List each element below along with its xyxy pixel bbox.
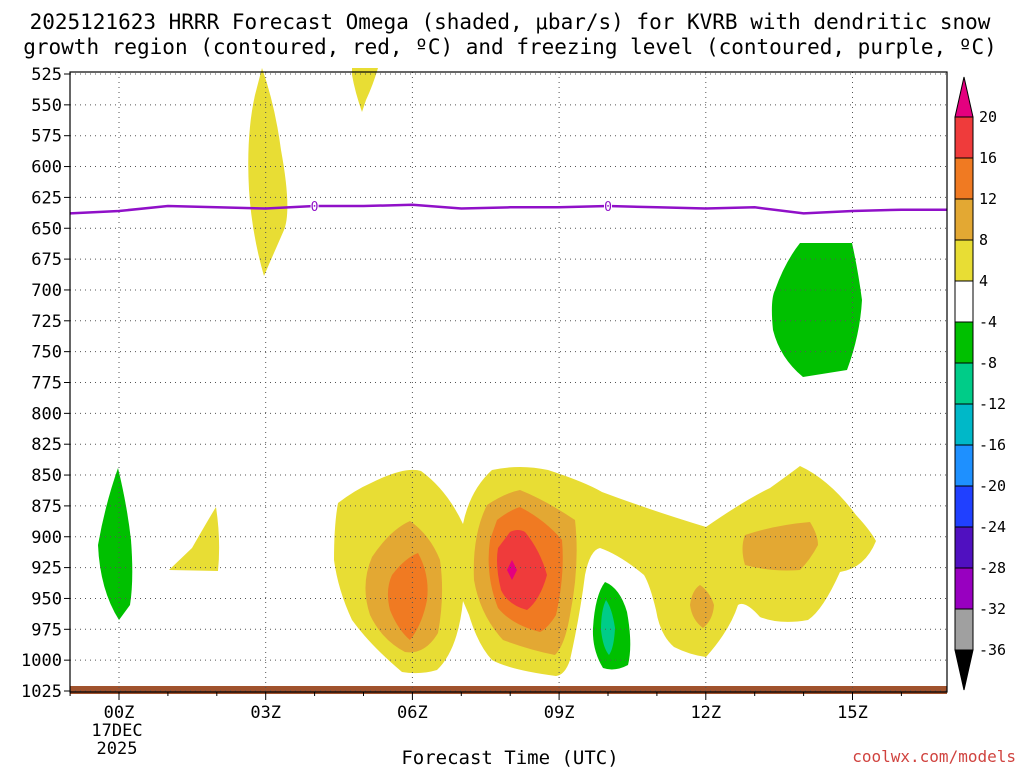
freezing-level-label: 0	[604, 200, 612, 215]
omega-region-negative-lower-left	[98, 468, 133, 620]
x-tick-label: 06Z	[397, 703, 428, 723]
x-tick-label: 15Z	[837, 703, 868, 723]
colorbar-segment	[954, 403, 974, 446]
x-tick-label: 12Z	[690, 703, 721, 723]
x-axis: 00Z 03Z 06Z 09Z 12Z 15Z	[69, 692, 902, 723]
x-date-line2: 2025	[97, 739, 138, 759]
y-tick-label: 550	[31, 96, 62, 116]
omega-region-lower-main	[334, 466, 876, 676]
y-axis: 525 550 575 600 625 650 675 700 725 750 775 800 825 8…	[21, 65, 70, 702]
chart-title-line2: growth region (contoured, red, ºC) and f…	[23, 35, 997, 59]
colorbar-label: 8	[979, 231, 988, 249]
y-tick-label: 625	[31, 188, 62, 208]
omega-region-orange-06z	[387, 553, 428, 640]
colorbar-arrow-top	[954, 76, 974, 118]
y-tick-label: 700	[31, 281, 62, 301]
y-tick-label: 775	[31, 374, 62, 394]
omega-shading	[98, 68, 876, 676]
freezing-label-bg	[310, 199, 319, 213]
grid-lines	[70, 72, 947, 692]
x-tick-label: 09Z	[544, 703, 575, 723]
colorbar-arrow-bottom	[954, 649, 974, 691]
y-tick-label: 725	[31, 312, 62, 332]
colorbar-label: -32	[979, 600, 1006, 618]
colorbar-segment	[954, 157, 974, 200]
colorbar-segment	[954, 280, 974, 323]
y-tick-label: 650	[31, 219, 62, 239]
y-tick-label: 950	[31, 589, 62, 609]
colorbar-label: -28	[979, 559, 1006, 577]
y-tick-label: 1025	[21, 682, 62, 702]
colorbar-label: -24	[979, 518, 1006, 536]
colorbar-label: 4	[979, 272, 988, 290]
y-tick-label: 800	[31, 404, 62, 424]
credit-text: coolwx.com/models	[852, 747, 1016, 766]
x-axis-title: Forecast Time (UTC)	[401, 747, 618, 768]
freezing-label-bg	[604, 199, 612, 213]
y-tick-label: 925	[31, 559, 62, 579]
y-tick-label: 975	[31, 620, 62, 640]
colorbar-segment	[954, 485, 974, 528]
omega-region-peak-08z	[507, 560, 517, 580]
ground-strip	[70, 686, 947, 694]
colorbar-segment	[954, 444, 974, 487]
freezing-level-label: 0	[311, 200, 319, 215]
x-tick-label: 03Z	[250, 703, 281, 723]
colorbar-segment	[954, 239, 974, 282]
colorbar-segment	[954, 321, 974, 364]
y-tick-label: 750	[31, 343, 62, 363]
colorbar-segment	[954, 526, 974, 569]
colorbar-label: 12	[979, 190, 997, 208]
omega-region-upper-plume-03z	[248, 68, 288, 276]
y-tick-label: 825	[31, 435, 62, 455]
y-tick-label: 675	[31, 250, 62, 270]
omega-region-orange-14z	[742, 522, 818, 571]
y-tick-label: 575	[31, 127, 62, 147]
colorbar-label: -16	[979, 436, 1006, 454]
colorbar-segment	[954, 362, 974, 405]
colorbar-segment	[954, 116, 974, 159]
colorbar: 20 16 12 8 4 -4 -8 -12 -16 -20 -24 -28 -32 -36	[954, 76, 1006, 691]
colorbar-label: -8	[979, 354, 997, 372]
omega-region-red-08z	[497, 530, 547, 610]
y-tick-label: 875	[31, 497, 62, 517]
colorbar-label: -20	[979, 477, 1006, 495]
omega-region-orange-12z	[690, 585, 714, 628]
y-tick-label: 525	[31, 65, 62, 85]
omega-region-small-02z	[169, 507, 220, 571]
chart-title-line1: 2025121623 HRRR Forecast Omega (shaded, …	[30, 10, 991, 34]
y-tick-label: 900	[31, 528, 62, 548]
colorbar-segment	[954, 198, 974, 241]
omega-region-upper-plume-05z	[352, 68, 378, 112]
x-date-line1: 17DEC	[91, 721, 142, 741]
colorbar-label: -36	[979, 641, 1006, 659]
colorbar-label: 16	[979, 149, 997, 167]
colorbar-label: -12	[979, 395, 1006, 413]
colorbar-label: -4	[979, 313, 997, 331]
omega-region-negative-strong-10z	[601, 600, 615, 655]
colorbar-segment	[954, 567, 974, 610]
x-tick-label: 00Z	[104, 703, 135, 723]
y-tick-label: 600	[31, 158, 62, 178]
y-tick-label: 850	[31, 466, 62, 486]
freezing-level-line	[70, 203, 947, 215]
y-tick-label: 1000	[21, 651, 62, 671]
omega-region-negative-upper-right	[771, 243, 862, 377]
colorbar-label: 20	[979, 108, 997, 126]
colorbar-segment	[954, 608, 974, 651]
